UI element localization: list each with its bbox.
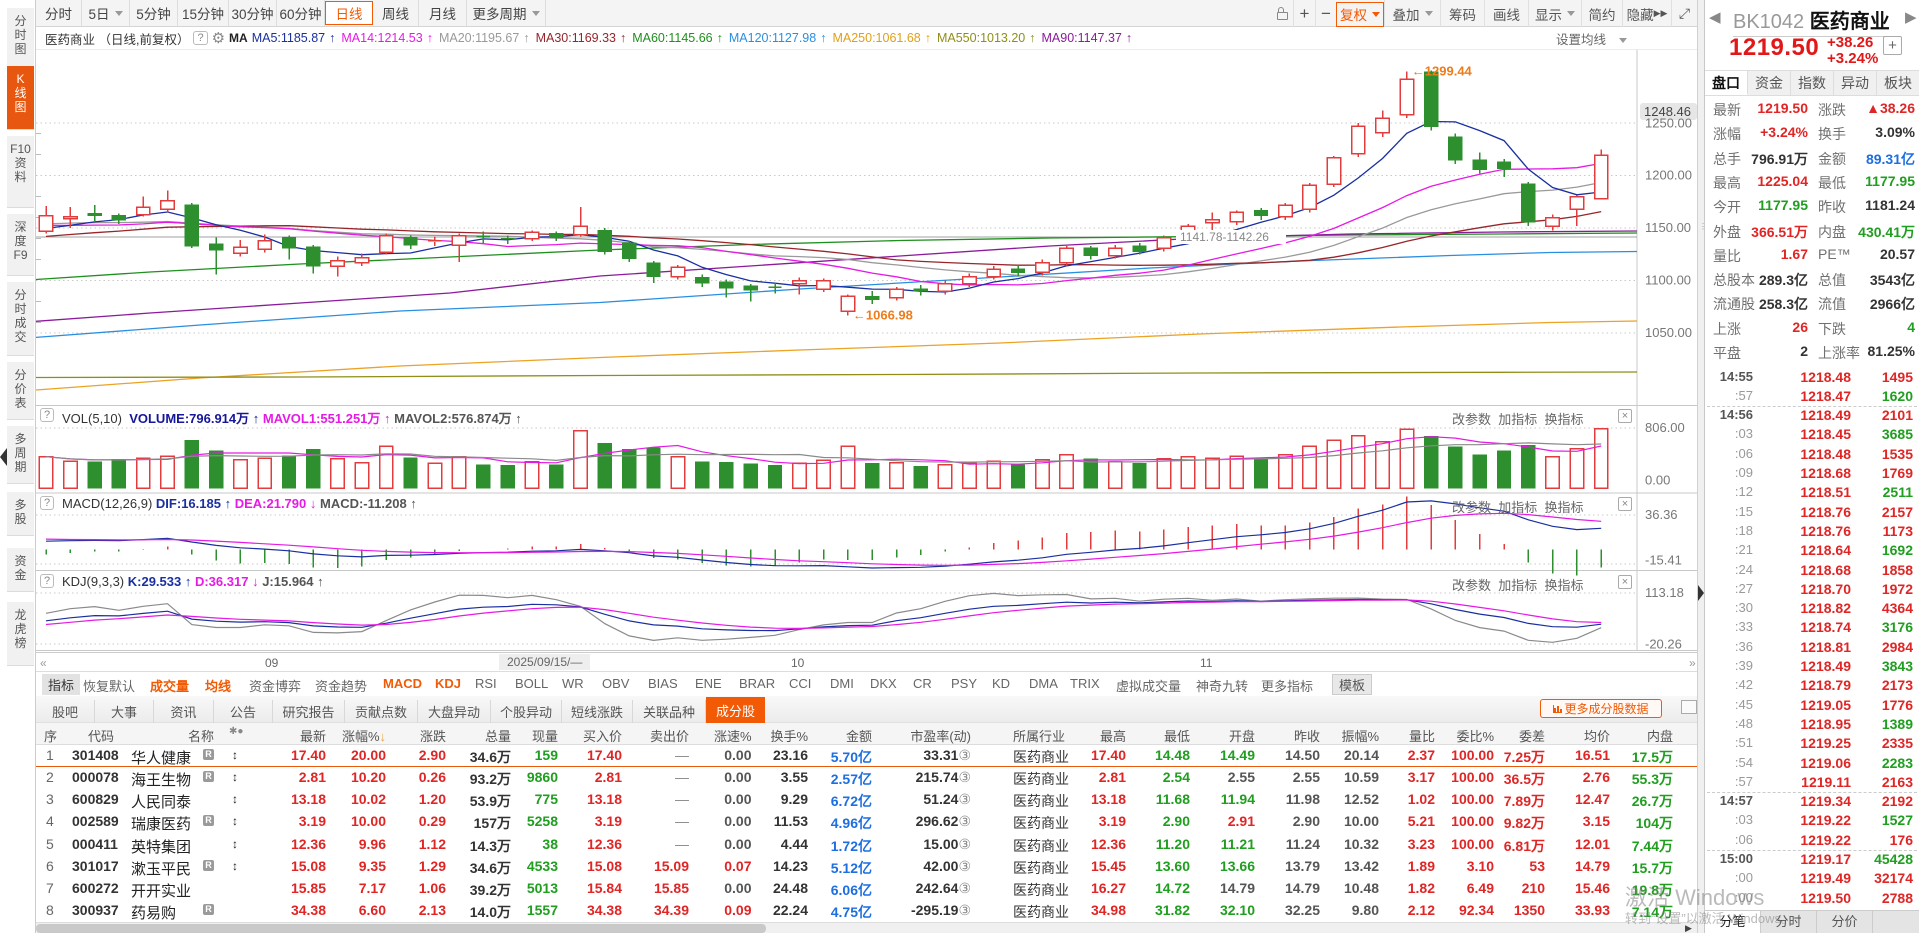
svg-text:1050.00: 1050.00 — [1645, 325, 1692, 340]
svg-text:36.36: 36.36 — [1645, 507, 1678, 522]
svg-text:←1066.98: ←1066.98 — [853, 307, 913, 322]
svg-text:1250.00: 1250.00 — [1645, 116, 1692, 131]
svg-text:-20.26: -20.26 — [1645, 637, 1682, 652]
svg-text:1200.00: 1200.00 — [1645, 168, 1692, 183]
svg-text:1141.78-1142.26: 1141.78-1142.26 — [1180, 230, 1269, 244]
svg-text:1248.46: 1248.46 — [1644, 104, 1691, 119]
svg-text:←1299.44: ←1299.44 — [1412, 63, 1473, 78]
svg-text:113.18: 113.18 — [1645, 585, 1684, 600]
svg-text:806.00: 806.00 — [1645, 420, 1685, 435]
svg-text:1100.00: 1100.00 — [1645, 273, 1691, 288]
svg-text:1150.00: 1150.00 — [1645, 220, 1691, 235]
svg-text:-15.41: -15.41 — [1645, 553, 1682, 568]
svg-text:0.00: 0.00 — [1645, 473, 1670, 488]
